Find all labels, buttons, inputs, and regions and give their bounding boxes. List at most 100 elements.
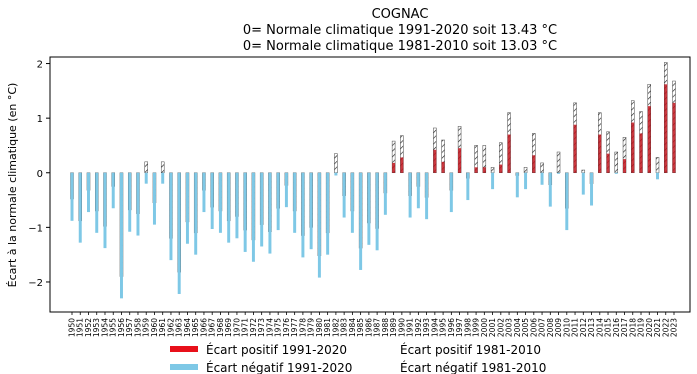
x-tick-label: 2020 (645, 318, 654, 337)
bar-1991-2020-2022 (664, 84, 668, 173)
bar-1991-2020-2021 (656, 172, 659, 180)
x-axis: 1950 1951 1952 1953 1954 1955 1956 1957 1958 1959… (68, 312, 679, 337)
bar-1991-2020-2010 (565, 172, 569, 231)
bar-1991-2020-1974 (268, 172, 272, 254)
bar-1991-2020-1957 (128, 172, 132, 232)
bar-1991-2020-1968 (218, 172, 222, 233)
x-tick-label: 1964 (183, 318, 192, 337)
x-tick-label: 1988 (381, 318, 390, 337)
bar-1991-2020-1972 (251, 172, 255, 262)
bar-1981-2010-2007 (540, 162, 544, 174)
x-tick-label: 2010 (562, 318, 571, 337)
x-tick-label: 1952 (84, 318, 93, 337)
x-tick-label: 1981 (323, 318, 332, 337)
bar-1991-2020-1959 (144, 172, 148, 184)
x-tick-label: 1975 (274, 318, 283, 337)
bar-1991-2020-1963 (177, 172, 181, 294)
x-tick-label: 1979 (307, 318, 316, 337)
bar-1991-2020-2002 (499, 164, 503, 173)
bar-1981-2010-1961 (160, 161, 165, 174)
bar-1991-2020-1962 (169, 172, 173, 261)
bar-1991-2020-2001 (491, 172, 495, 190)
bar-1991-2020-2023 (672, 102, 676, 173)
bar-1991-2020-2019 (639, 133, 643, 173)
x-tick-label: 2015 (604, 318, 613, 337)
x-tick-label: 1971 (241, 318, 250, 337)
x-tick-label: 1967 (208, 318, 217, 337)
x-tick-label: 2011 (571, 318, 580, 337)
x-tick-label: 1980 (315, 318, 324, 337)
x-tick-label: 1995 (439, 318, 448, 337)
legend-label-positive-1981: Écart positif 1981-2010 (400, 342, 541, 357)
bar-1981-2010-2021 (655, 157, 660, 174)
x-tick-label: 1997 (455, 318, 464, 337)
legend-label-positive-1991: Écart positif 1991-2020 (206, 342, 347, 357)
bar-1991-2020-1994 (433, 149, 437, 173)
bar-1991-2020-2007 (540, 172, 544, 185)
bar-1991-2020-1970 (235, 172, 239, 239)
bar-1991-2020-1950 (70, 172, 74, 221)
x-tick-label: 2008 (546, 318, 555, 337)
bar-1991-2020-2006 (532, 155, 536, 173)
x-tick-label: 1958 (133, 318, 142, 337)
bar-1991-2020-1961 (161, 172, 165, 184)
y-tick-label: −2 (28, 278, 43, 289)
x-tick-label: 1966 (199, 318, 208, 337)
bar-1991-2020-1997 (458, 148, 462, 173)
x-tick-label: 1965 (191, 318, 200, 337)
bar-1991-2020-1964 (185, 172, 189, 244)
x-tick-label: 1962 (166, 318, 175, 337)
bar-1991-2020-2014 (598, 134, 602, 173)
bar-1991-2020-1953 (95, 172, 99, 233)
bar-1981-2010-2001 (490, 167, 495, 174)
bar-1991-2020-1969 (227, 172, 231, 243)
legend-swatch-negative-1991 (170, 364, 198, 370)
plot-area (49, 56, 691, 313)
x-tick-label: 2014 (595, 318, 604, 337)
x-tick-label: 1959 (142, 318, 151, 337)
bar-1991-2020-2013 (590, 172, 594, 206)
bar-1991-2020-1987 (375, 172, 379, 251)
y-axis: −2 −1 0 1 2 (28, 60, 50, 289)
x-tick-label: 2001 (488, 318, 497, 337)
bar-1991-2020-2020 (647, 106, 651, 173)
bar-1991-2020-1952 (87, 172, 90, 213)
bar-1991-2020-1995 (441, 161, 445, 173)
bar-1991-2020-1980 (317, 172, 321, 278)
bar-1981-2010-2012 (581, 169, 586, 174)
bar-1991-2020-2017 (623, 159, 627, 173)
x-tick-label: 1968 (216, 318, 225, 337)
x-tick-label: 1986 (364, 318, 373, 337)
x-tick-label: 1999 (472, 318, 481, 337)
bar-1991-2020-2012 (581, 172, 585, 195)
x-tick-label: 1950 (68, 318, 77, 337)
bar-1991-2020-1993 (425, 172, 429, 220)
x-tick-label: 2018 (628, 318, 637, 337)
bar-1991-2020-1956 (119, 172, 123, 299)
x-tick-label: 1956 (117, 318, 126, 337)
bar-1991-2020-1954 (103, 172, 107, 249)
bar-1991-2020-2011 (573, 124, 577, 173)
bar-1981-2010-2015 (606, 131, 610, 174)
bar-1991-2020-2018 (631, 122, 635, 173)
bar-1981-2010-2009 (556, 151, 561, 174)
bar-1991-2020-1955 (111, 172, 115, 209)
y-tick-label: 1 (37, 114, 43, 125)
bar-1991-2020-1965 (194, 172, 198, 255)
bar-1991-2020-1979 (309, 172, 313, 250)
bar-1991-2020-1960 (152, 172, 156, 225)
bar-1991-2020-1999 (474, 167, 478, 173)
bar-1991-2020-1985 (359, 172, 363, 270)
x-tick-label: 1983 (340, 318, 349, 337)
bar-1991-2020-1966 (202, 172, 206, 213)
x-tick-label: 2006 (529, 318, 538, 337)
x-tick-label: 1976 (282, 318, 291, 337)
x-tick-label: 1996 (447, 318, 456, 337)
x-tick-label: 1990 (397, 318, 406, 337)
x-tick-label: 1978 (298, 318, 307, 337)
x-tick-label: 2004 (513, 318, 522, 337)
x-tick-label: 1985 (356, 318, 365, 337)
x-tick-label: 1951 (76, 318, 85, 337)
bar-1991-2020-2009 (557, 172, 561, 174)
